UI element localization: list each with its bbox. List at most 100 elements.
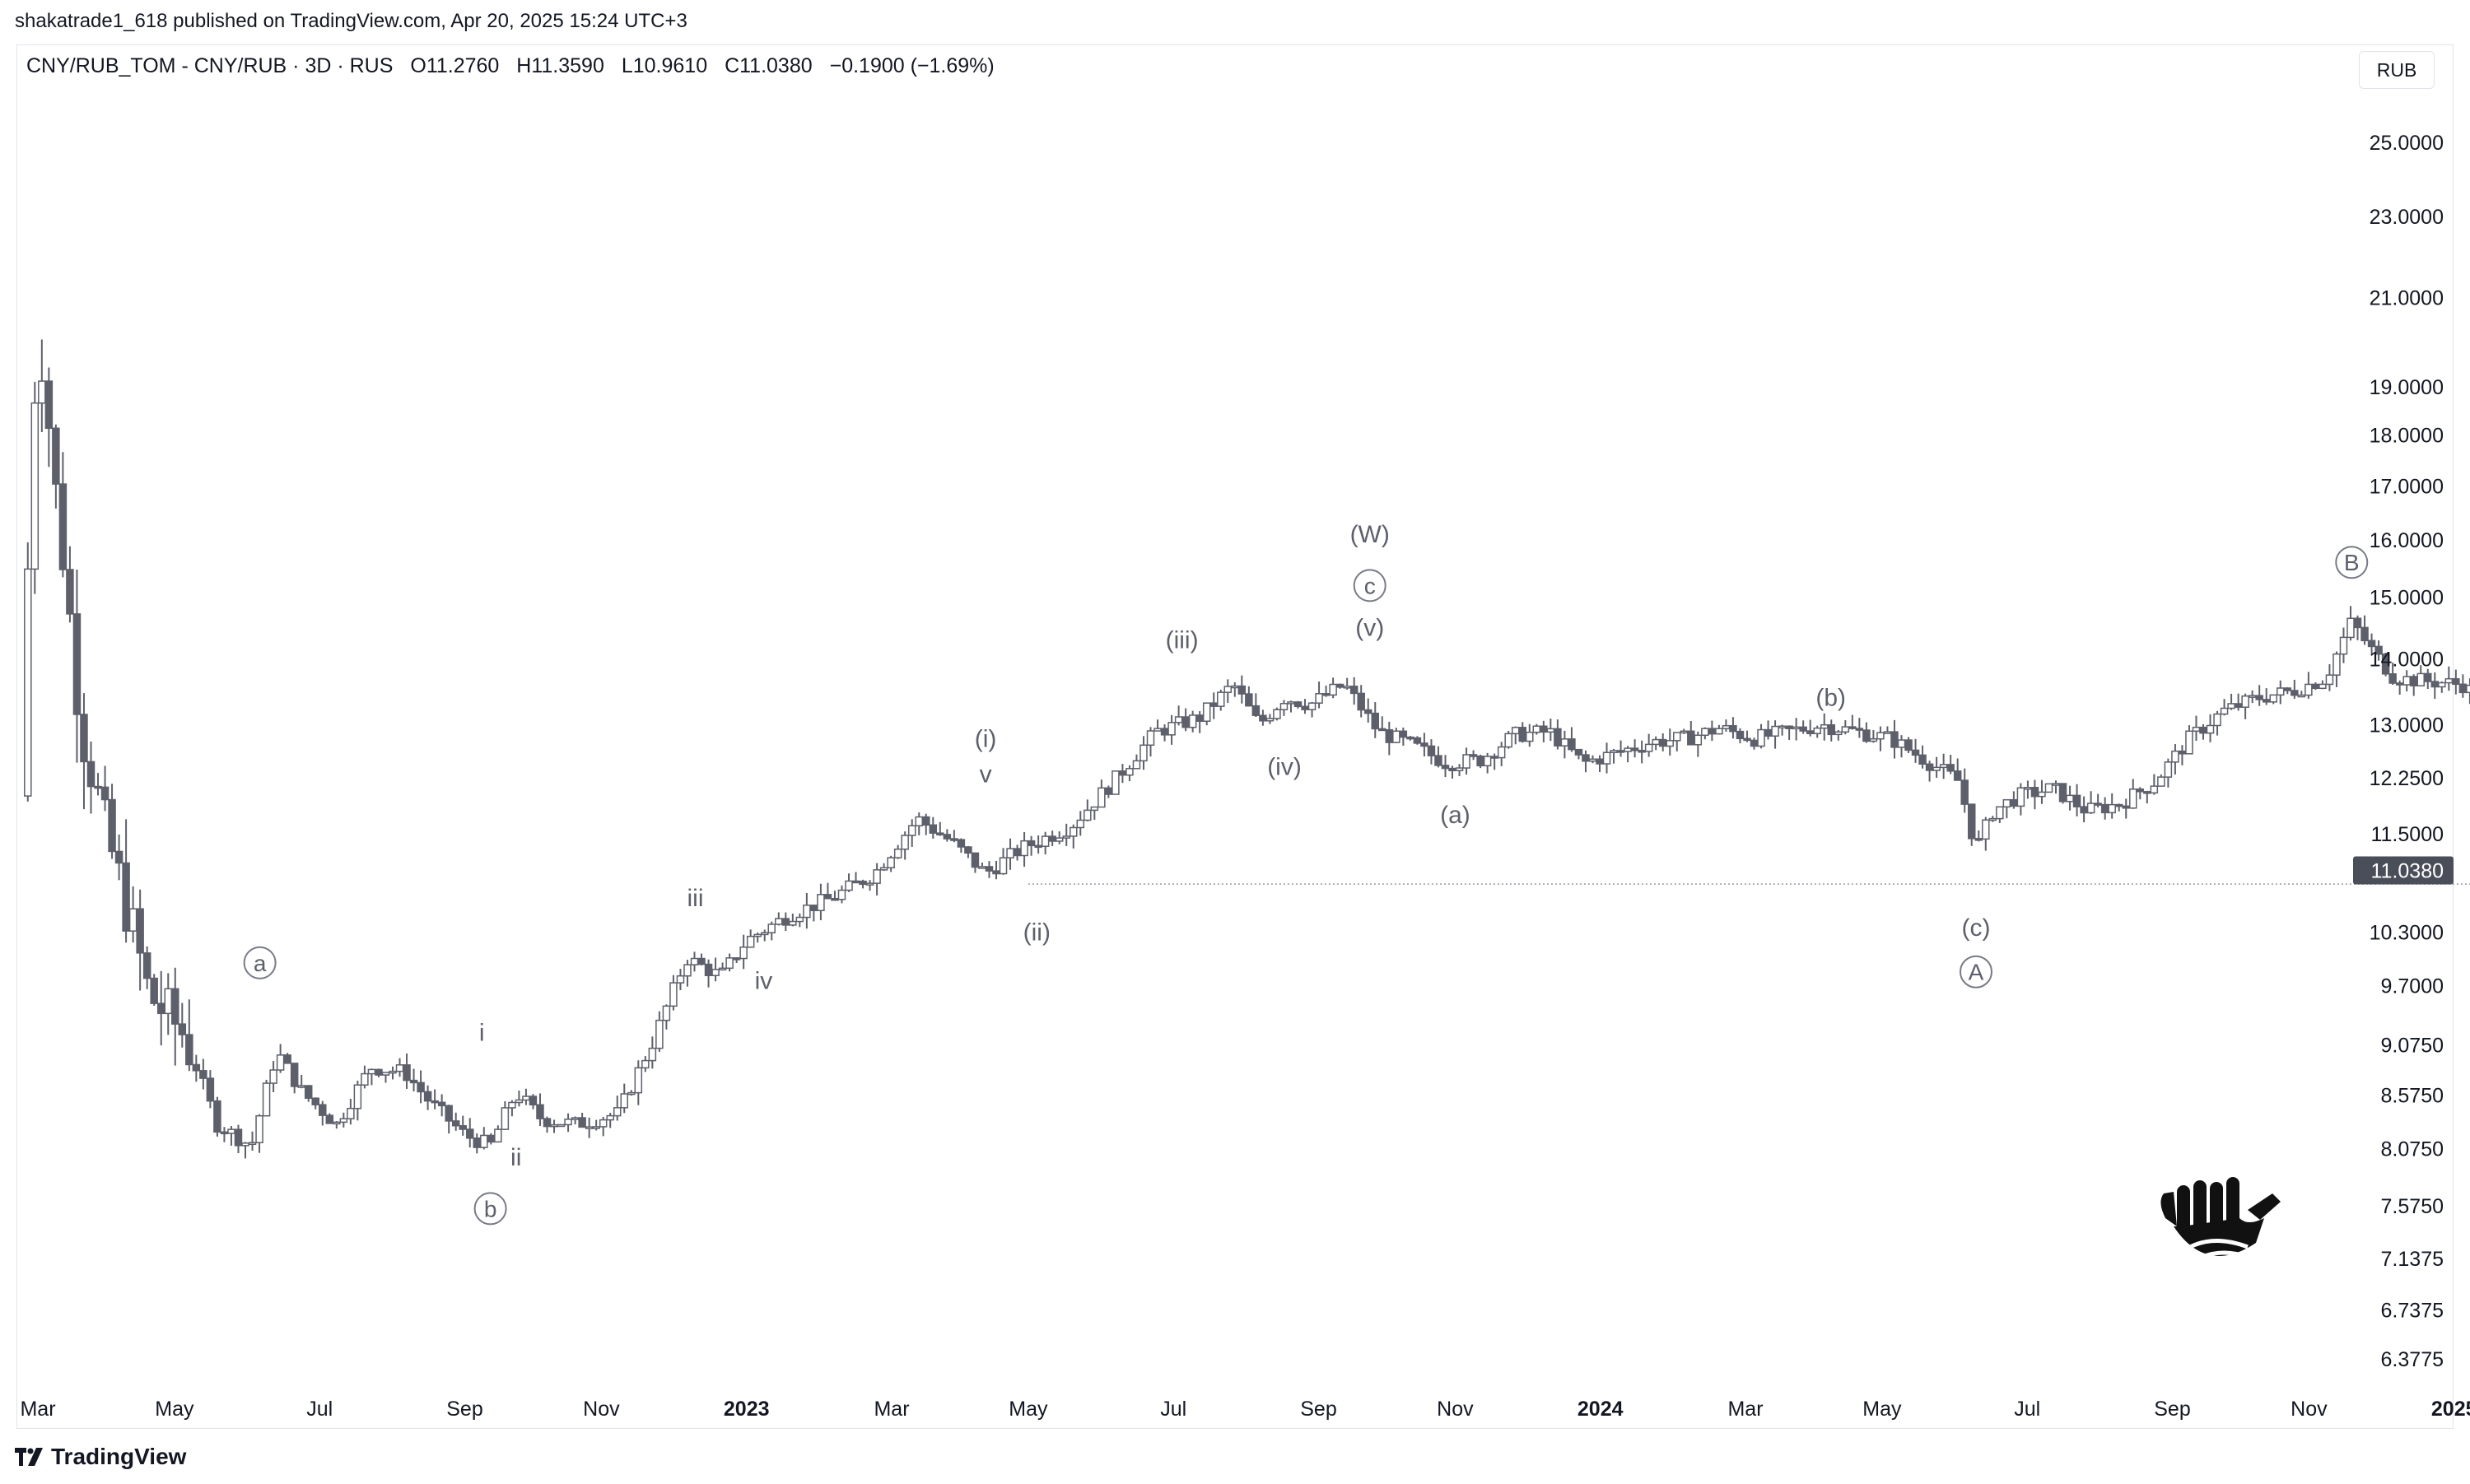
candle-body [1349,686,1358,695]
candle-332 [2353,615,2362,640]
y-tick-16: 8.0750 [2381,1138,2444,1161]
footer: TradingView [15,1440,186,1473]
candle-body [901,835,909,850]
candle-161 [1153,719,1162,732]
candle-40 [304,1085,313,1102]
candle-body [1245,693,1253,707]
candle-24 [192,1054,201,1082]
candle-body [732,957,741,961]
candle-177 [1265,714,1275,724]
candle-body [851,880,860,884]
candle-body [795,916,804,923]
currency-button[interactable]: RUB [2359,51,2435,89]
wave-text: (a) [1440,802,1470,829]
candle-body [2094,802,2102,806]
candle-89 [648,1036,657,1069]
candle-body [999,857,1008,875]
legend-symbol[interactable]: CNY/RUB_TOM - CNY/RUB · 3D · RUS [26,54,394,77]
candle-body [585,1126,594,1129]
candle-body [606,1114,614,1121]
candle-body [1624,747,1632,752]
candle-320 [2269,694,2277,705]
candle-body [669,982,678,1007]
wave-text: (v) [1355,614,1384,641]
wave-label-5: iv [755,968,773,995]
candle-body [2150,785,2159,794]
candle-body [269,1069,277,1084]
x-tick-6: Mar [874,1398,909,1421]
tradingview-brand[interactable]: TradingView [51,1444,187,1469]
candle-154 [1104,785,1113,798]
candle-body [437,1101,446,1107]
candle-body [58,483,68,570]
candle-body [655,1019,664,1049]
candle-body [1167,722,1176,736]
candle-163 [1167,714,1176,745]
candle-18 [150,974,158,1006]
tradingview-logo-icon[interactable] [15,1448,44,1466]
candle-body [30,402,40,570]
candle-body [2452,677,2460,686]
candle-222 [1582,750,1590,773]
candle-body [887,857,895,869]
candle-279 [1982,816,1990,851]
candle-body [2100,803,2109,814]
candle-44 [333,1121,341,1129]
candle-body [2213,713,2221,727]
candle-235 [1673,732,1681,751]
candle-313 [2220,699,2229,716]
candle-234 [1666,728,1674,756]
candle-body [2157,776,2165,787]
candle-137 [985,861,994,878]
candle-271 [1925,761,1934,782]
x-tick-1: May [155,1398,194,1421]
candle-body [817,894,825,912]
wave-text: v [980,761,992,788]
candle-body [1715,728,1723,735]
candle-body [1673,732,1681,742]
candle-body [2430,681,2440,688]
candle-113 [817,883,825,921]
x-tick-5: 2023 [724,1398,770,1421]
candle-body [957,839,966,848]
candle-226 [1610,748,1618,764]
candle-220 [1568,727,1576,752]
candle-body [44,380,54,430]
candle-273 [1939,753,1948,779]
candle-315 [2234,693,2243,711]
candle-body [1736,730,1745,740]
x-tick-0: Mar [20,1398,55,1421]
candle-body [86,761,96,788]
candle-body [1209,702,1218,707]
wave-text: i [479,1020,485,1047]
y-tick-12: 10.3000 [2370,921,2444,944]
candle-body [1602,751,1611,765]
candle-body [2052,783,2060,786]
candle-216 [1540,720,1548,742]
candle-body [2072,794,2081,807]
candle-344 [2438,681,2446,693]
candle-209 [1490,753,1498,770]
candle-150 [1076,811,1085,836]
candle-body [80,714,88,763]
candle-296 [2100,797,2109,820]
candle-body [1911,749,1920,756]
candle-318 [2255,685,2263,706]
candle-body [648,1047,657,1062]
candle-125 [901,831,909,860]
candle-body [339,1118,348,1123]
y-tick-15: 8.5750 [2381,1085,2444,1108]
candle-38 [290,1063,299,1094]
candle-body [395,1064,404,1072]
candle-body [451,1120,460,1127]
candle-239 [1701,727,1709,740]
wave-label-14: (a) [1440,802,1470,829]
candle-body [2438,682,2446,688]
candle-body [2402,676,2411,686]
candle-body [1743,737,1751,742]
candle-16 [136,889,144,991]
shaka-hand-logo [2160,1177,2281,1262]
candle-301 [2136,787,2145,800]
candle-body [501,1107,510,1130]
